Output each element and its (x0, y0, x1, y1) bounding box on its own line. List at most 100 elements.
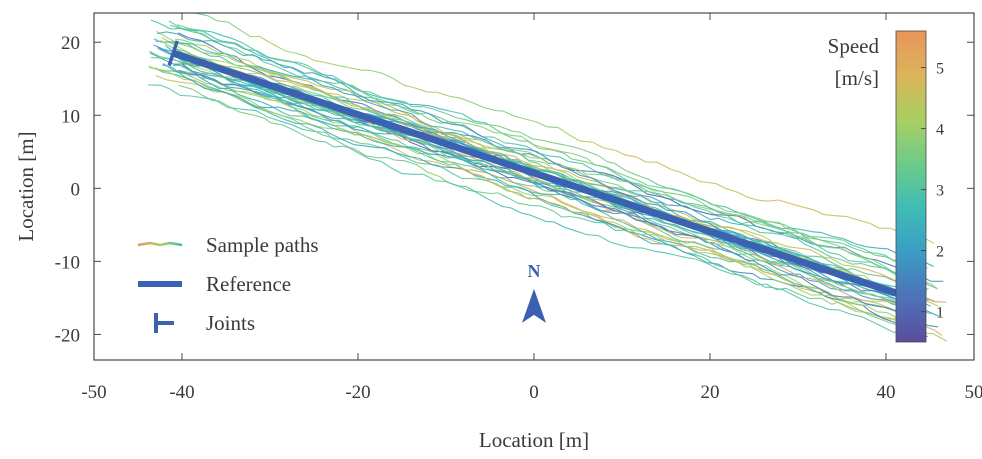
sample-path-segment (700, 180, 717, 185)
sample-path-segment (590, 177, 604, 185)
sample-path-segment (204, 87, 215, 91)
sample-path-segment (582, 203, 594, 209)
sample-path-segment (876, 305, 886, 309)
sample-path-segment (843, 269, 855, 276)
sample-path-segment (210, 55, 220, 58)
sample-path-segment (622, 205, 635, 211)
sample-path-segment (869, 261, 882, 268)
sample-path-segment (772, 230, 785, 234)
sample-path-segment (282, 85, 297, 88)
sample-path-segment (932, 333, 948, 342)
sample-path-segment (558, 164, 573, 170)
sample-path-segment (430, 114, 443, 123)
sample-path-segment (602, 147, 617, 152)
sample-path-segment (258, 54, 270, 60)
sample-path-segment (329, 119, 340, 122)
sample-path-segment (388, 144, 396, 147)
sample-path-segment (269, 104, 283, 113)
sample-path-segment (510, 170, 524, 178)
sample-path-segment (225, 61, 242, 68)
sample-path-segment (294, 52, 306, 57)
sample-path-segment (155, 74, 167, 81)
sample-path-segment (662, 243, 673, 246)
sample-path-segment (454, 124, 465, 126)
sample-path-segment (487, 150, 504, 159)
sample-path-segment (278, 74, 290, 81)
sample-path-segment (503, 170, 517, 178)
sample-path-segment (586, 233, 599, 237)
sample-path-segment (682, 216, 694, 222)
sample-path-segment (381, 130, 391, 133)
sample-path-segment (339, 65, 351, 69)
sample-path-segment (341, 138, 355, 146)
sample-path-segment (520, 159, 535, 167)
sample-path-segment (251, 114, 265, 119)
sample-path-segment (395, 100, 410, 105)
sample-path-segment (345, 113, 358, 121)
sample-path-segment (653, 218, 665, 224)
sample-path-segment (847, 302, 860, 311)
sample-path-segment (752, 258, 765, 263)
sample-path-segment (278, 106, 293, 112)
sample-path-segment (255, 91, 268, 97)
colorbar-title-line1: Speed (828, 34, 880, 58)
sample-path-segment (157, 47, 168, 54)
sample-path-segment (312, 94, 323, 97)
sample-path-segment (202, 33, 212, 40)
sample-path-segment (722, 249, 737, 255)
sample-path-segment (387, 157, 395, 161)
sample-path-segment (837, 281, 848, 285)
sample-path-segment (384, 115, 394, 120)
sample-path-segment (502, 147, 515, 151)
sample-path-segment (191, 54, 204, 61)
sample-path-segment (796, 237, 805, 245)
sample-path-segment (809, 279, 819, 283)
sample-path-segment (596, 214, 607, 222)
sample-path-segment (244, 99, 257, 108)
north-arrow-icon (522, 288, 546, 323)
sample-path-segment (482, 126, 495, 134)
sample-path-segment (616, 171, 627, 177)
sample-path-segment (280, 120, 291, 125)
sample-path-segment (391, 118, 405, 124)
sample-path-segment (805, 285, 819, 289)
sample-path-segment (480, 144, 488, 152)
sample-path-segment (851, 284, 862, 292)
sample-path-segment (187, 37, 201, 41)
sample-path-segment (777, 268, 790, 275)
sample-path-segment (721, 229, 732, 232)
sample-path-segment (274, 58, 288, 63)
sample-path-segment (587, 183, 602, 192)
sample-path-segment (704, 245, 716, 250)
sample-path-segment (671, 168, 681, 173)
sample-path-segment (623, 222, 639, 231)
sample-path-segment (441, 146, 451, 150)
sample-path-segment (173, 8, 182, 9)
colorbar-title-line2: [m/s] (835, 66, 879, 90)
sample-path-segment (683, 202, 698, 207)
sample-path-segment (299, 105, 312, 111)
sample-path-segment (411, 122, 424, 129)
sample-path-segment (237, 93, 250, 99)
sample-path-segment (598, 235, 611, 243)
sample-path-segment (301, 72, 310, 79)
sample-path-segment (166, 31, 179, 35)
sample-path-segment (827, 278, 839, 286)
sample-path-segment (837, 301, 853, 309)
sample-path-segment (536, 151, 551, 161)
sample-path-segment (149, 52, 162, 59)
sample-path-segment (532, 181, 544, 185)
sample-path-segment (701, 253, 712, 259)
sample-path-segment (838, 309, 851, 315)
sample-path-segment (538, 156, 549, 164)
sample-path-segment (586, 173, 599, 176)
sample-path-segment (228, 86, 241, 89)
sample-path-segment (592, 204, 605, 208)
sample-path-segment (710, 217, 719, 221)
sample-path-segment (153, 38, 162, 43)
sample-path-segment (332, 117, 346, 120)
sample-path-segment (398, 109, 413, 115)
sample-path-segment (773, 258, 784, 263)
sample-path-segment (545, 190, 556, 193)
sample-path-segment (190, 46, 204, 54)
